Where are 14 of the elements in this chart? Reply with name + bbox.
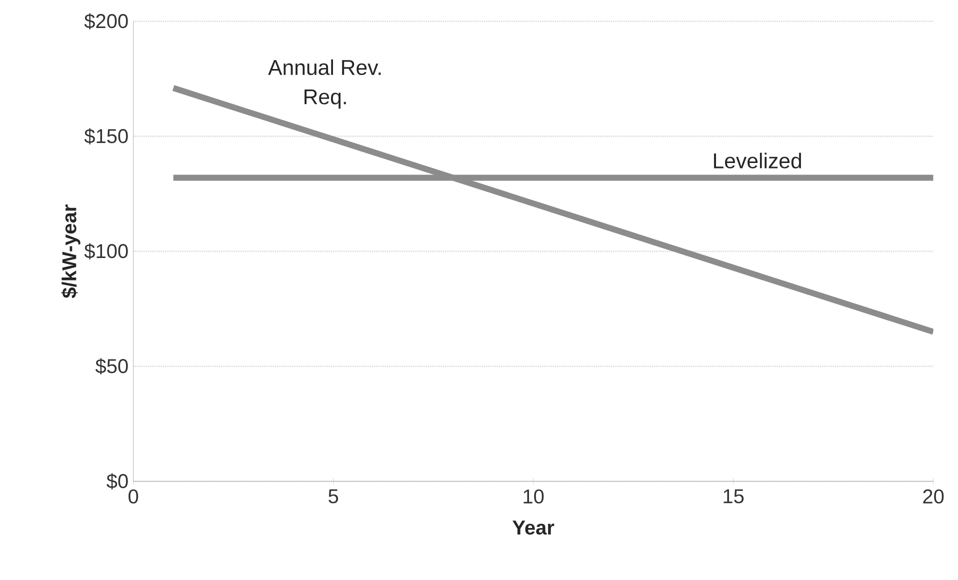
x-tick-label: 15	[724, 489, 744, 504]
x-axis-title: Year	[512, 520, 554, 535]
y-tick-label: $100	[84, 243, 128, 260]
y-tick-label: $0	[106, 473, 128, 490]
y-tick-label: $150	[84, 128, 128, 144]
series-label: Annual Rev. Req.	[268, 59, 381, 109]
x-tick-label: 20	[923, 489, 944, 504]
y-tick-label: $50	[95, 358, 128, 374]
y-tick-label: $200	[84, 13, 128, 30]
x-tick-label: 5	[328, 489, 338, 504]
x-tick-label: 10	[524, 489, 544, 504]
series-label: Levelized	[714, 152, 802, 168]
y-axis-title: $/kW-year	[61, 204, 80, 298]
x-tick-label: 0	[128, 489, 138, 504]
